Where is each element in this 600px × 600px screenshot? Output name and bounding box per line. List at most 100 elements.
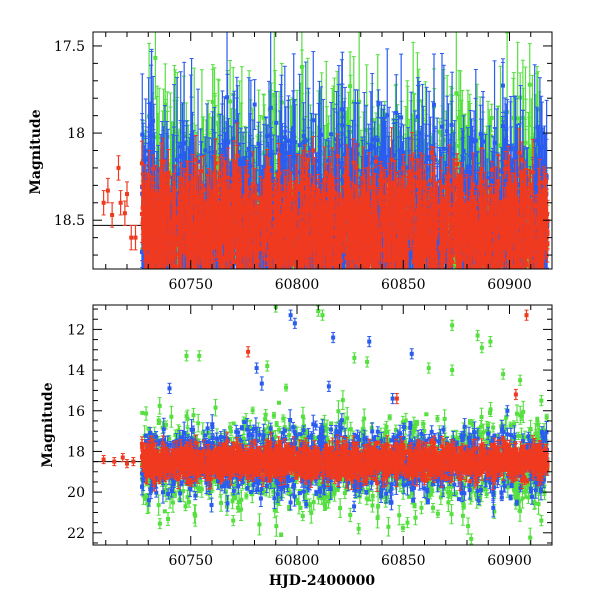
top-panel-point [152,287,156,413]
top-panel-point [463,283,467,418]
top-panel-early-point [116,155,121,181]
top-panel-point [159,262,164,269]
top-panel-point [533,293,537,330]
top-panel-data-points [93,32,550,427]
top-panel-point [423,300,427,353]
top-panel-point [348,275,352,290]
top-panel-point [237,296,241,337]
top-panel-early-point [118,190,123,216]
top-panel-early-point [122,200,127,226]
top-panel-point [376,313,380,357]
top-panel-point [458,267,463,269]
top-panel-point [453,284,457,318]
top-panel-point [491,275,495,412]
top-panel-point [215,263,220,269]
top-panel-point [143,270,147,293]
top-panel-point [430,267,435,269]
top-panel-point [536,264,541,269]
top-panel-point [145,273,149,286]
top-panel-point [485,262,490,269]
top-panel-point [367,272,371,306]
top-panel-point [387,293,391,351]
top-panel-x-tick-label: 60900 [487,277,532,293]
top-panel-point [515,309,519,351]
top-panel-y-axis-label: Magnitude [28,109,44,194]
top-panel-point [149,331,153,427]
top-panel-point [189,316,193,378]
top-panel-point [245,271,249,289]
top-panel-point [485,300,489,321]
top-panel-point [375,281,379,334]
top-panel-point [226,274,230,391]
top-panel-point [257,274,261,319]
top-panel-point [338,279,342,298]
top-panel-point [464,277,468,299]
top-panel-point [458,258,463,269]
bottom-panel-point [244,492,249,500]
top-panel-point [389,312,393,347]
top-panel-point [456,292,460,321]
top-panel-point [229,282,233,323]
top-panel-point [269,267,274,269]
top-panel-early-point [101,190,106,216]
top-panel-point [470,267,475,269]
top-panel-point [525,292,529,308]
top-panel-point [538,252,543,269]
top-panel-point [141,253,146,269]
top-panel-point [467,275,471,329]
top-panel-point [186,320,190,373]
top-panel-point [460,291,464,314]
top-panel-point [466,285,470,301]
top-panel-point [349,263,354,269]
top-panel-x-tick-label: 60800 [275,277,320,293]
top-panel-point [154,270,158,291]
top-panel-point [263,270,267,318]
top-panel-point [261,266,266,269]
top-panel-point [335,265,340,269]
top-panel-point [240,286,244,390]
top-panel-point [175,287,179,380]
top-panel-point [532,279,536,316]
top-panel-x-tick-label: 60750 [168,277,213,293]
top-panel-point [446,294,450,328]
top-panel-point [371,272,375,314]
top-panel-point [352,300,356,380]
top-panel-point [348,267,353,269]
top-panel-early-point [110,202,115,228]
top-panel-y-tick-label: 18 [67,126,85,142]
top-panel-point [392,247,397,269]
top-panel-point [208,251,213,269]
top-panel-point [252,262,257,269]
top-panel-point [452,261,457,269]
top-panel-point [332,258,337,269]
top-panel-point [261,275,265,384]
top-panel-point [151,280,155,346]
top-panel-point [360,282,364,303]
top-panel-point [146,268,151,269]
top-panel-point [328,282,332,354]
top-panel-point [250,271,254,302]
top-panel-point [216,273,220,295]
top-panel-point [268,303,272,345]
top-panel-y-tick-label: 18.5 [54,213,85,229]
top-panel-point [234,285,238,321]
top-panel-point [147,278,151,369]
top-panel-point [180,262,185,269]
top-panel-point [394,259,399,269]
top-panel-point [163,286,167,351]
top-panel-early-point [129,224,134,251]
top-panel-point [334,276,338,302]
top-panel-point [533,274,537,288]
top-panel-point [320,282,324,367]
top-panel-point [146,257,151,269]
top-panel-point [500,291,504,342]
top-panel-point [344,259,349,269]
top-panel-point [490,265,495,269]
top-panel-point [352,293,356,324]
top-panel-early-point [133,224,138,251]
top-panel-point [457,308,461,333]
top-panel-point [156,263,161,269]
